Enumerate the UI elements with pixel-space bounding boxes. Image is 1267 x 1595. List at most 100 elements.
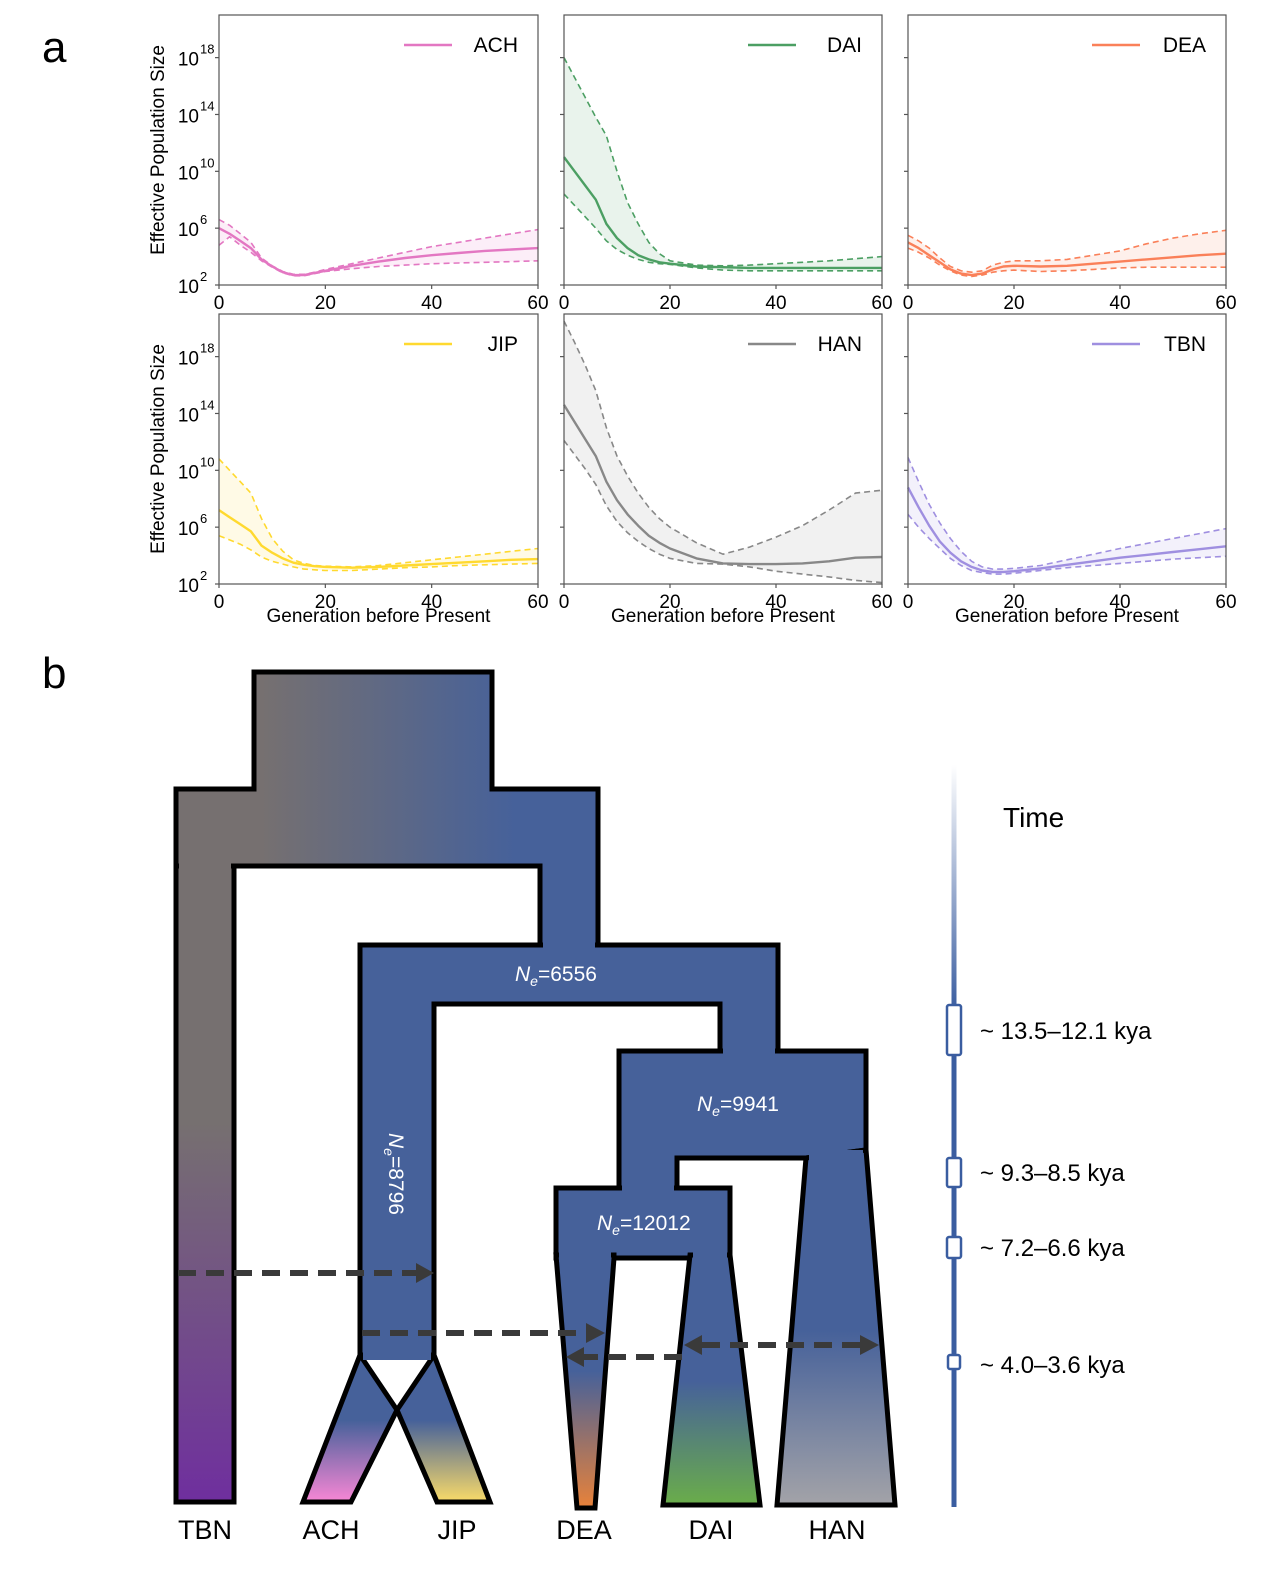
root-branch <box>173 669 601 1103</box>
plot-frame <box>563 14 883 286</box>
lower-bound-line <box>907 513 1227 575</box>
x-tick-label: 60 <box>527 592 548 613</box>
ach-branch <box>299 1349 400 1505</box>
time-event-label: ~ 13.5–12.1 kya <box>980 1018 1152 1045</box>
x-tick-label: 20 <box>1003 293 1024 314</box>
x-tick-label: 20 <box>659 293 680 314</box>
y-tick-exponent: 18 <box>200 341 214 356</box>
tbn-branch <box>173 863 237 1505</box>
population-label-jip: JIP <box>437 1515 476 1545</box>
confidence-band <box>219 219 538 276</box>
x-axis-label: Generation before Present <box>611 606 836 627</box>
ne-label-9941: Ne=9941 <box>697 1093 779 1119</box>
join-fill <box>723 1048 775 1058</box>
y-axis-label: Effective Population Size <box>148 45 169 255</box>
x-tick-label: 20 <box>315 293 336 314</box>
confidence-band <box>564 57 882 271</box>
legend-label: DEA <box>1163 34 1206 57</box>
y-tick-label: 10 <box>178 462 199 483</box>
plot-frame <box>907 313 1227 585</box>
x-tick-label: 40 <box>765 293 786 314</box>
lower-bound-line <box>907 247 1226 278</box>
x-tick-label: 0 <box>903 293 914 314</box>
y-tick-label: 10 <box>178 163 199 184</box>
ne-label-6556: Ne=6556 <box>515 963 597 989</box>
time-axis: Time ~ 13.5–12.1 kya ~ 9.3–8.5 kya ~ 7.2… <box>945 765 1152 1507</box>
join-fill <box>809 1150 863 1162</box>
legend-label: JIP <box>488 333 518 356</box>
x-tick-label: 40 <box>765 592 786 613</box>
legend-label: DAI <box>827 34 862 57</box>
y-tick-label: 10 <box>178 277 199 298</box>
y-tick-exponent: 10 <box>200 155 214 170</box>
arrowhead-icon <box>416 1263 434 1283</box>
x-axis-label: Generation before Present <box>955 606 1180 627</box>
population-label-tbn: TBN <box>178 1515 232 1545</box>
arrowhead-icon <box>586 1323 605 1343</box>
arrowhead-icon <box>684 1335 702 1355</box>
han-branch <box>774 1147 898 1508</box>
x-tick-label: 60 <box>1215 592 1236 613</box>
x-tick-label: 60 <box>527 293 548 314</box>
time-marker <box>945 1156 963 1189</box>
y-tick-exponent: 14 <box>200 397 214 412</box>
time-axis-title: Time <box>1003 802 1064 833</box>
time-marker <box>945 1235 963 1260</box>
jip-branch <box>394 1349 494 1505</box>
plot-frame <box>907 14 1227 286</box>
upper-bound-line <box>907 457 1227 570</box>
x-tick-label: 0 <box>903 592 914 613</box>
y-tick-label: 10 <box>178 349 199 370</box>
y-tick-exponent: 10 <box>200 454 214 469</box>
upper-bound-line <box>563 320 883 555</box>
x-tick-label: 20 <box>659 592 680 613</box>
y-tick-label: 10 <box>178 519 199 540</box>
x-tick-label: 0 <box>559 592 570 613</box>
population-label-dai: DAI <box>688 1515 733 1545</box>
median-line <box>906 486 1227 574</box>
chart-tbn: 0 20 40 60 Generation before Present TBN <box>903 313 1237 627</box>
time-event-label: ~ 9.3–8.5 kya <box>980 1160 1125 1187</box>
dea-branch <box>553 1252 617 1511</box>
y-tick-exponent: 6 <box>200 212 207 227</box>
x-tick-label: 0 <box>214 293 225 314</box>
plot-frame <box>563 313 883 585</box>
y-tick-exponent: 2 <box>200 269 207 284</box>
upper-bound-line <box>563 57 883 267</box>
median-line <box>907 241 1227 277</box>
plot-frame <box>218 313 539 585</box>
median-line <box>563 156 882 270</box>
join-fill <box>179 862 231 872</box>
chart-dai: 0 20 40 60 DAI <box>559 14 893 314</box>
x-tick-label: 40 <box>1109 592 1130 613</box>
upper-bound-line <box>218 458 539 568</box>
y-tick-label: 10 <box>178 576 199 597</box>
admixture-graph: Ne=6556 Ne=9941 Ne=12012 Ne=8796 TBN ACH… <box>173 669 898 1545</box>
x-tick-label: 20 <box>315 592 336 613</box>
x-tick-label: 40 <box>1109 293 1130 314</box>
x-tick-label: 40 <box>421 293 442 314</box>
time-marker <box>946 1353 962 1371</box>
population-label-dea: DEA <box>556 1515 612 1545</box>
dai-branch <box>660 1252 763 1508</box>
x-tick-label: 60 <box>871 592 892 613</box>
x-tick-label: 20 <box>1003 592 1024 613</box>
join-fill <box>363 1350 431 1360</box>
y-tick-exponent: 2 <box>200 568 207 583</box>
upper-bound-line <box>907 229 1227 273</box>
legend-label: TBN <box>1164 333 1206 356</box>
median-line <box>218 509 539 569</box>
ne-label-8796: Ne=8796 <box>381 1133 407 1215</box>
legend-label: ACH <box>474 34 518 57</box>
population-label-han: HAN <box>808 1515 865 1545</box>
ne-label-12012: Ne=12012 <box>597 1212 691 1238</box>
plot-frame <box>218 14 539 286</box>
y-tick-label: 10 <box>178 220 199 241</box>
chart-han: 0 20 40 60 Generation before Present HAN <box>559 313 893 627</box>
confidence-band <box>908 230 1226 277</box>
lower-bound-line <box>563 193 882 272</box>
population-label-ach: ACH <box>302 1515 359 1545</box>
x-tick-label: 60 <box>871 293 892 314</box>
